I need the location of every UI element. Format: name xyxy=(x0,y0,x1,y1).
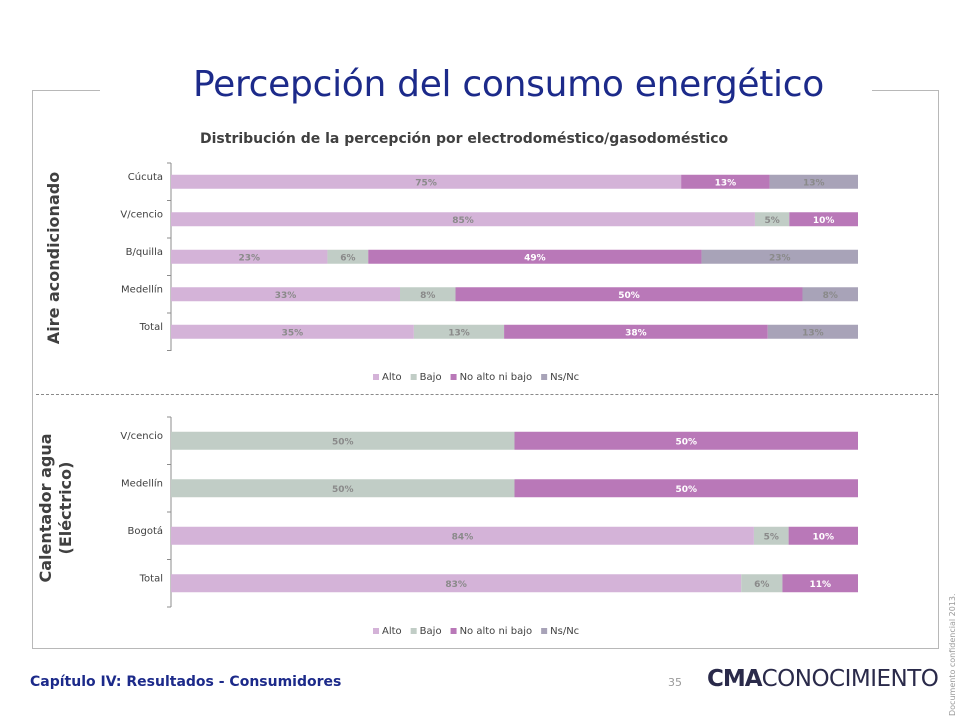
data-label-total-alto: 83% xyxy=(445,580,467,590)
data-label-cucuta-alto: 75% xyxy=(415,178,437,188)
legend-swatch-ns-nc xyxy=(541,628,548,634)
category-label-total: Total xyxy=(139,322,163,333)
legend-label-alto: Alto xyxy=(382,626,402,637)
chart-subtitle: Distribución de la percepción por electr… xyxy=(200,131,729,147)
data-label-v-cencio-alto: 85% xyxy=(452,216,474,226)
legend-swatch-bajo xyxy=(410,628,417,634)
category-label-medellin: Medellín xyxy=(121,283,163,295)
frame-right-line xyxy=(938,90,939,648)
data-label-v-cencio-bajo: 50% xyxy=(332,437,354,447)
bar-total-bajo xyxy=(741,574,783,593)
legend-label-ns-nc: Ns/Nc xyxy=(550,626,579,637)
category-label-medellin: Medellín xyxy=(121,477,163,489)
data-label-medellin-no-alto-ni-bajo: 50% xyxy=(675,485,697,495)
legend-label-bajo: Bajo xyxy=(420,626,442,637)
data-label-cucuta-no-alto-ni-bajo: 13% xyxy=(715,178,737,188)
footer-chapter: Capítulo IV: Resultados - Consumidores xyxy=(30,674,342,690)
bar-total-no-alto-ni-bajo xyxy=(782,574,858,593)
data-label-b-quilla-no-alto-ni-bajo: 49% xyxy=(524,253,546,263)
category-label-v-cencio: V/cencio xyxy=(120,431,163,442)
data-label-total-bajo: 13% xyxy=(448,328,470,338)
bar-b-quilla-no-alto-ni-bajo xyxy=(368,249,702,264)
bar-b-quilla-bajo xyxy=(327,249,369,264)
bar-v-cencio-no-alto-ni-bajo xyxy=(789,212,858,227)
data-label-total-no-alto-ni-bajo: 38% xyxy=(625,328,647,338)
bar-bogota-bajo xyxy=(753,526,789,545)
bar-total-alto xyxy=(171,574,742,593)
frame-top-right-line xyxy=(872,90,939,91)
data-label-v-cencio-no-alto-ni-bajo: 50% xyxy=(675,437,697,447)
bar-b-quilla-ns-nc xyxy=(701,249,858,264)
bar-b-quilla-alto xyxy=(171,249,328,264)
category-label-b-quilla: B/quilla xyxy=(126,247,163,258)
chart-aire-acondicionado: Cúcuta 75% 13% 13% V/cencio 85% 5% 10% B/quilla 2… xyxy=(120,162,858,383)
data-label-bogota-no-alto-ni-bajo: 10% xyxy=(813,532,835,542)
data-label-medellin-alto: 33% xyxy=(275,291,297,301)
data-label-bogota-bajo: 5% xyxy=(764,532,779,542)
data-label-cucuta-ns-nc: 13% xyxy=(803,178,825,188)
bar-cucuta-ns-nc xyxy=(769,174,858,189)
bar-v-cencio-bajo xyxy=(171,431,515,450)
legend-label-alto: Alto xyxy=(382,372,402,383)
data-label-v-cencio-no-alto-ni-bajo: 10% xyxy=(813,216,835,226)
data-label-b-quilla-alto: 23% xyxy=(238,253,260,263)
bar-total-no-alto-ni-bajo xyxy=(504,324,768,339)
bar-medellin-bajo xyxy=(171,479,515,498)
section-divider xyxy=(36,394,938,395)
legend-label-no-alto-ni-bajo: No alto ni bajo xyxy=(460,626,533,637)
bar-medellin-no-alto-ni-bajo xyxy=(514,479,858,498)
data-label-bogota-alto: 84% xyxy=(452,532,474,542)
logo-bold-part: CMA xyxy=(707,666,763,692)
page-title: Percepción del consumo energético xyxy=(193,64,824,105)
category-label-total: Total xyxy=(139,573,163,584)
bar-total-ns-nc xyxy=(767,324,858,339)
category-label-v-cencio: V/cencio xyxy=(120,209,163,220)
bar-v-cencio-bajo xyxy=(754,212,790,227)
data-label-total-no-alto-ni-bajo: 11% xyxy=(809,580,831,590)
bar-medellin-alto xyxy=(171,287,400,302)
legend-swatch-bajo xyxy=(410,374,417,380)
bar-cucuta-alto xyxy=(171,174,682,189)
data-label-medellin-ns-nc: 8% xyxy=(823,291,838,301)
legend-label-bajo: Bajo xyxy=(420,372,442,383)
frame-left-line xyxy=(32,90,33,648)
bar-bogota-alto xyxy=(171,526,754,545)
legend-swatch-alto xyxy=(373,374,379,380)
bar-total-alto xyxy=(171,324,414,339)
legend-label-no-alto-ni-bajo: No alto ni bajo xyxy=(460,372,533,383)
bar-v-cencio-no-alto-ni-bajo xyxy=(514,431,858,450)
data-label-b-quilla-bajo: 6% xyxy=(340,253,355,263)
data-label-medellin-bajo: 8% xyxy=(420,291,435,301)
category-label-cucuta: Cúcuta xyxy=(128,171,163,183)
data-label-v-cencio-bajo: 5% xyxy=(764,216,779,226)
category-label-bogota: Bogotá xyxy=(128,525,164,537)
legend-swatch-no-alto-ni-bajo xyxy=(450,374,457,380)
legend-swatch-no-alto-ni-bajo xyxy=(450,628,457,634)
bar-medellin-ns-nc xyxy=(802,287,858,302)
data-label-total-ns-nc: 13% xyxy=(802,328,824,338)
legend-swatch-alto xyxy=(373,628,379,634)
bar-v-cencio-alto xyxy=(171,212,755,227)
company-logo: CMACONOCIMIENTO xyxy=(707,666,939,692)
legend-swatch-ns-nc xyxy=(541,374,548,380)
data-label-medellin-no-alto-ni-bajo: 50% xyxy=(618,291,640,301)
bar-bogota-no-alto-ni-bajo xyxy=(788,526,858,545)
bar-medellin-no-alto-ni-bajo xyxy=(455,287,803,302)
legend-label-ns-nc: Ns/Nc xyxy=(550,372,579,383)
page-number: 35 xyxy=(668,676,682,689)
bar-total-bajo xyxy=(413,324,505,339)
confidential-note: Documento confidencial 2013. xyxy=(948,593,957,716)
bar-cucuta-no-alto-ni-bajo xyxy=(681,174,770,189)
frame-top-left-line xyxy=(32,90,100,91)
data-label-total-bajo: 6% xyxy=(754,580,769,590)
data-label-b-quilla-ns-nc: 23% xyxy=(769,253,791,263)
logo-rest-part: CONOCIMIENTO xyxy=(761,666,939,692)
data-label-total-alto: 35% xyxy=(282,328,304,338)
bar-medellin-bajo xyxy=(400,287,456,302)
frame-bottom-line xyxy=(32,648,939,649)
chart-calentador-agua: V/cencio 50% 50% Medellín 50% 50% Bogotá 84% 5% 1… xyxy=(120,416,858,637)
data-label-medellin-bajo: 50% xyxy=(332,485,354,495)
